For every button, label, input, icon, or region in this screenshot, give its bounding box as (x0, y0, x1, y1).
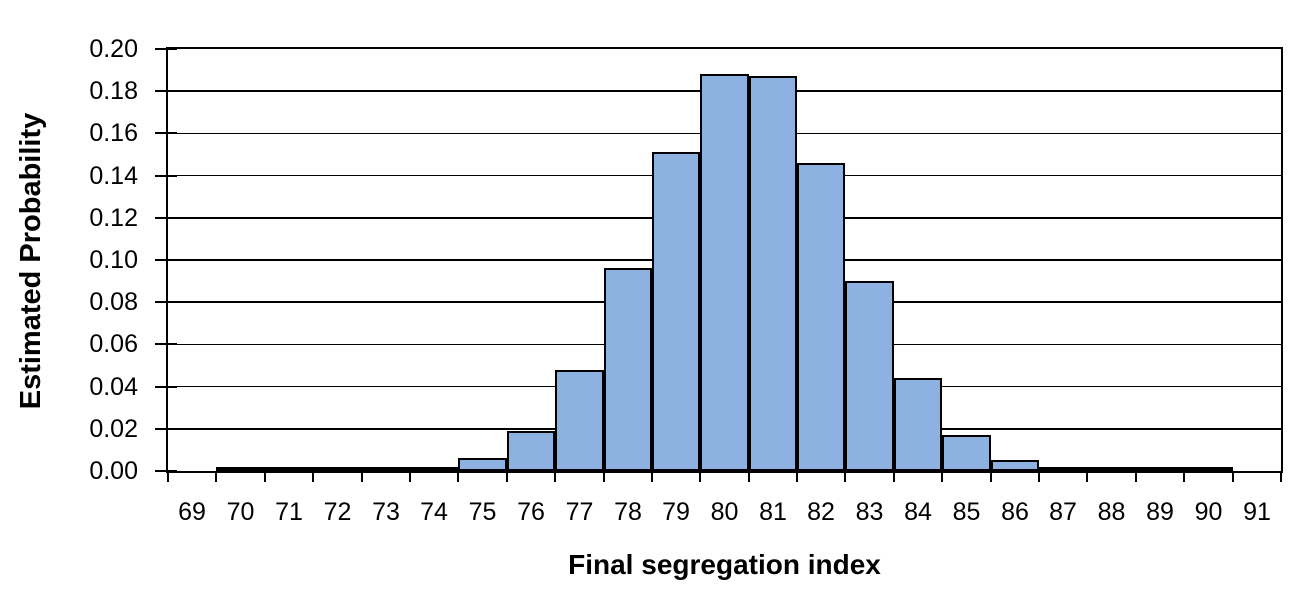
x-tick-label: 86 (1001, 498, 1029, 526)
y-tick-label: 0.06 (89, 330, 138, 359)
histogram-bar-85 (942, 435, 991, 471)
x-tick-label: 69 (178, 498, 206, 526)
histogram-bar-77 (555, 370, 604, 471)
x-tick-label: 88 (1097, 498, 1126, 526)
x-axis-tick (1038, 473, 1040, 482)
x-tick-label: 77 (565, 498, 594, 526)
y-axis-tick (155, 174, 177, 177)
x-tick-label: 71 (275, 498, 303, 526)
histogram-bar-70 (216, 467, 265, 471)
y-axis-tick (155, 259, 177, 261)
y-axis-tick (155, 427, 177, 430)
histogram-bar-81 (749, 76, 797, 471)
x-tick-label: 76 (517, 498, 545, 526)
y-tick-label: 0.12 (89, 203, 138, 232)
x-tick-label: 74 (420, 498, 448, 526)
y-tick-label: 0.14 (89, 161, 138, 190)
histogram-bar-75 (458, 458, 507, 471)
x-axis-title: Final segregation index (568, 549, 881, 580)
histogram-bar-80 (700, 74, 749, 471)
x-tick-label: 90 (1194, 498, 1223, 526)
x-tick-label: 91 (1243, 498, 1271, 526)
y-axis-tick (155, 343, 177, 346)
y-tick-label: 0.04 (89, 372, 138, 401)
x-axis-tick (361, 473, 363, 482)
x-axis-tick (844, 473, 846, 482)
x-tick-label: 70 (226, 498, 255, 526)
x-axis-tick (699, 473, 701, 482)
x-axis-tick (1086, 473, 1088, 482)
histogram-bar-79 (652, 152, 700, 471)
histogram-bar-86 (991, 460, 1039, 471)
x-tick-label: 75 (468, 498, 497, 526)
x-tick-label: 81 (759, 498, 787, 526)
x-axis-tick (1232, 473, 1234, 482)
x-axis-tick (167, 473, 169, 482)
histogram-bar-72 (313, 467, 362, 471)
y-axis-tick (155, 132, 177, 135)
x-axis-tick (651, 473, 653, 482)
y-tick-label: 0.20 (89, 35, 138, 63)
x-axis-tick (409, 473, 411, 482)
histogram-bar-73 (362, 467, 410, 471)
histogram-bar-83 (845, 281, 894, 471)
y-tick-label: 0.02 (89, 414, 138, 443)
y-axis-tick (155, 90, 177, 93)
x-axis-tick (748, 473, 750, 482)
x-axis-tick (312, 473, 314, 482)
x-axis-tick (893, 473, 895, 482)
x-tick-label: 78 (614, 498, 642, 526)
x-axis-tick (796, 473, 798, 482)
y-tick-label: 0.16 (89, 119, 138, 148)
histogram-bar-76 (507, 431, 555, 471)
x-tick-label: 84 (904, 498, 932, 526)
x-axis-tick (457, 473, 459, 482)
x-axis-tick (603, 473, 605, 482)
x-axis-tick (941, 473, 943, 482)
x-axis-tick (215, 473, 217, 482)
x-tick-label: 73 (372, 498, 400, 526)
x-axis-tick (506, 473, 508, 482)
x-tick-label: 87 (1049, 498, 1077, 526)
x-tick-label: 79 (662, 498, 690, 526)
histogram-bar-90 (1184, 467, 1233, 471)
histogram-bar-82 (797, 163, 845, 471)
y-axis-tick (155, 216, 177, 219)
y-axis-tick (155, 470, 177, 472)
x-axis-tick (554, 473, 556, 482)
histogram-bar-78 (604, 268, 652, 471)
x-axis-tick (1280, 473, 1282, 482)
y-axis-tick (155, 385, 177, 388)
x-tick-label: 85 (952, 498, 981, 526)
x-tick-label: 83 (855, 498, 884, 526)
y-tick-label: 0.08 (89, 288, 138, 317)
y-tick-label: 0.10 (89, 246, 138, 274)
y-axis-tick (155, 48, 177, 50)
x-axis-tick (1135, 473, 1137, 482)
x-tick-label: 80 (710, 498, 739, 526)
y-tick-label: 0.00 (89, 457, 138, 485)
histogram-bar-74 (410, 467, 458, 471)
y-axis-tick (155, 301, 177, 304)
x-axis-tick (264, 473, 266, 482)
histogram-bar-88 (1087, 467, 1136, 471)
histogram-bar-89 (1136, 467, 1184, 471)
x-axis-tick (990, 473, 992, 482)
x-tick-label: 82 (807, 498, 835, 526)
histogram-bar-87 (1039, 467, 1087, 471)
histogram-bar-71 (265, 467, 313, 471)
x-tick-label: 89 (1146, 498, 1174, 526)
y-tick-label: 0.18 (89, 77, 138, 106)
x-axis-tick (1183, 473, 1185, 482)
histogram-bar-84 (894, 378, 942, 471)
x-tick-label: 72 (323, 498, 352, 526)
